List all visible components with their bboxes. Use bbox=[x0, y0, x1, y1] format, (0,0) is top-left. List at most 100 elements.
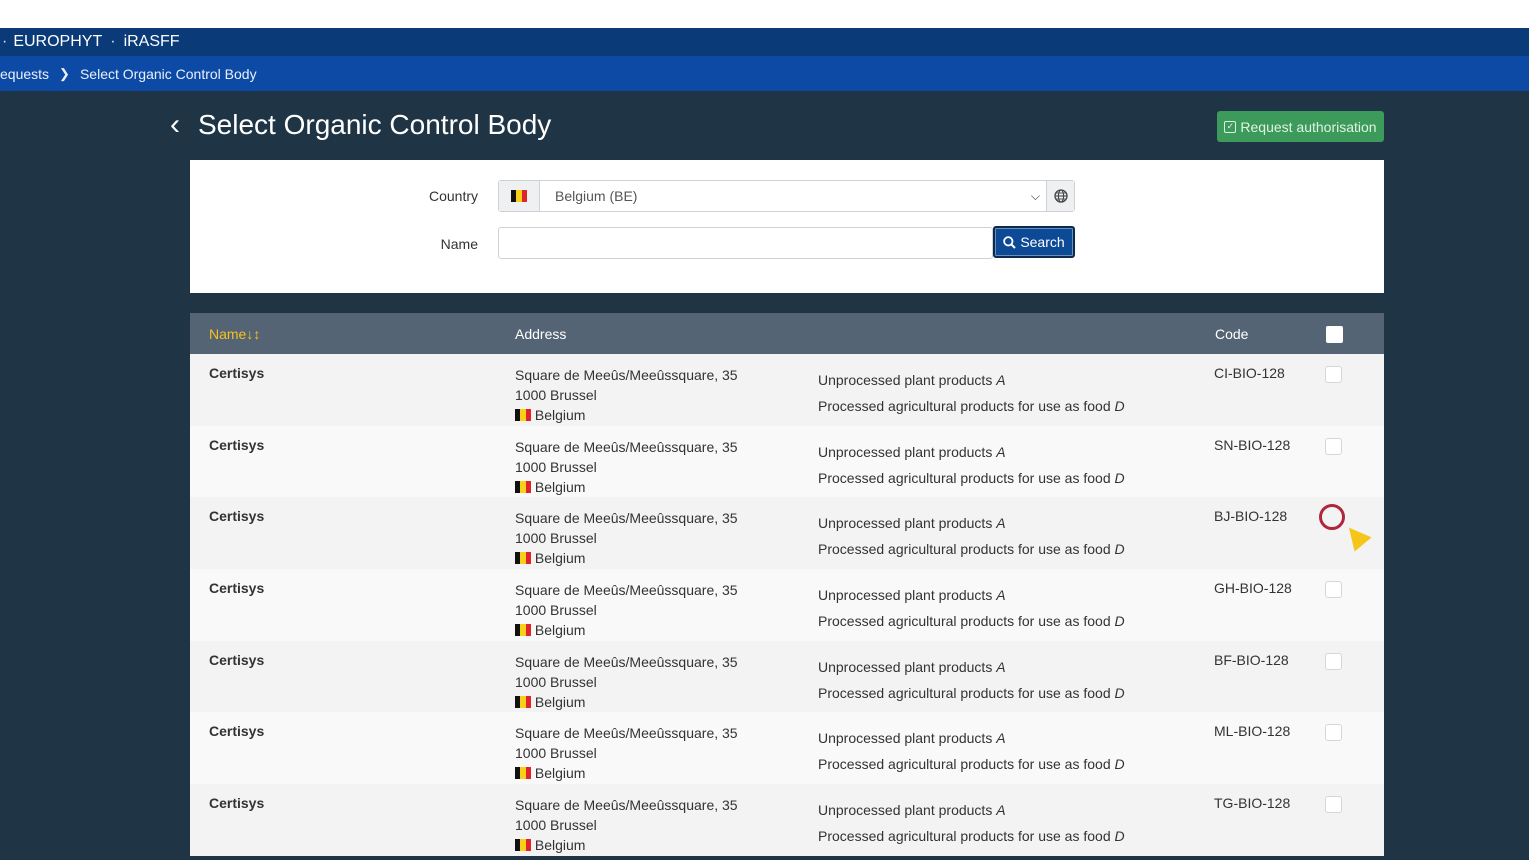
table-row[interactable]: Certisys Square de Meeûs/Meeûssquare, 35… bbox=[190, 569, 1384, 641]
product-categories: Unprocessed plant products A Processed a… bbox=[818, 510, 1125, 562]
category-letter: D bbox=[1114, 398, 1125, 414]
belgium-flag-icon bbox=[515, 767, 531, 780]
row-checkbox[interactable] bbox=[1325, 652, 1342, 670]
chevron-down-icon: ⌵ bbox=[1030, 189, 1040, 203]
belgium-flag-icon bbox=[515, 839, 531, 852]
body-code: BJ-BIO-128 bbox=[1214, 508, 1288, 525]
product-categories: Unprocessed plant products A Processed a… bbox=[818, 725, 1125, 777]
name-column-header[interactable]: Name↓↕ bbox=[209, 326, 261, 342]
address-country: Belgium bbox=[515, 835, 738, 855]
product-line: Processed agricultural products for use … bbox=[818, 541, 1125, 558]
request-authorisation-button[interactable]: ✓ Request authorisation bbox=[1217, 111, 1384, 142]
filter-panel: Country Belgium (BE) ⌵ Name Search bbox=[190, 160, 1384, 293]
table-row[interactable]: Certisys Square de Meeûs/Meeûssquare, 35… bbox=[190, 784, 1384, 856]
belgium-flag-icon bbox=[515, 695, 531, 708]
address-column-header: Address bbox=[515, 326, 567, 342]
belgium-flag-icon bbox=[515, 624, 531, 637]
category-letter: D bbox=[1114, 684, 1125, 701]
body-address: Square de Meeûs/Meeûssquare, 35 1000 Bru… bbox=[515, 580, 738, 640]
table-row[interactable]: Certisys Square de Meeûs/Meeûssquare, 35… bbox=[190, 354, 1384, 426]
address-country: Belgium bbox=[515, 763, 738, 783]
product-line: Unprocessed plant products A bbox=[818, 587, 1006, 604]
category-letter: D bbox=[1114, 828, 1125, 845]
category-letter: D bbox=[1114, 541, 1125, 558]
request-authorisation-label: Request authorisation bbox=[1240, 118, 1377, 135]
row-checkbox[interactable] bbox=[1325, 796, 1342, 814]
product-line: Unprocessed plant products A bbox=[818, 515, 1006, 532]
product-line: Processed agricultural products for use … bbox=[818, 828, 1125, 845]
address-city: 1000 Brussel bbox=[515, 602, 597, 619]
select-all-checkbox[interactable] bbox=[1326, 326, 1343, 343]
address-country: Belgium bbox=[515, 548, 738, 568]
category-letter: A bbox=[996, 372, 1006, 388]
click-indicator bbox=[1319, 504, 1345, 530]
address-city: 1000 Brussel bbox=[515, 817, 597, 834]
address-street: Square de Meeûs/Meeûssquare, 35 bbox=[515, 797, 738, 814]
table-row[interactable]: Certisys Square de Meeûs/Meeûssquare, 35… bbox=[190, 712, 1384, 785]
country-flag-addon bbox=[499, 181, 540, 211]
address-street: Square de Meeûs/Meeûssquare, 35 bbox=[515, 582, 738, 599]
globe-button[interactable] bbox=[1046, 181, 1074, 211]
name-input[interactable] bbox=[498, 227, 993, 259]
belgium-flag-icon bbox=[515, 552, 531, 565]
address-city: 1000 Brussel bbox=[515, 387, 597, 403]
breadcrumb-item-requests[interactable]: equests bbox=[0, 65, 50, 82]
table-header: Name↓↕ Address Code bbox=[190, 313, 1384, 354]
address-city: 1000 Brussel bbox=[515, 673, 597, 690]
address-country: Belgium bbox=[515, 477, 738, 497]
row-checkbox[interactable] bbox=[1325, 581, 1342, 599]
address-country: Belgium bbox=[515, 620, 738, 640]
browser-top-strip bbox=[0, 0, 1529, 28]
body-name: Certisys bbox=[209, 723, 265, 740]
sort-icon: ↓↕ bbox=[246, 326, 261, 342]
breadcrumb: equests ❯ Select Organic Control Body bbox=[0, 56, 1529, 91]
body-name: Certisys bbox=[209, 365, 265, 381]
row-checkbox[interactable] bbox=[1325, 437, 1342, 455]
row-checkbox[interactable] bbox=[1325, 724, 1342, 742]
category-letter: D bbox=[1114, 613, 1125, 630]
category-letter: A bbox=[996, 730, 1006, 747]
product-line: Processed agricultural products for use … bbox=[818, 469, 1125, 486]
address-street: Square de Meeûs/Meeûssquare, 35 bbox=[515, 653, 738, 670]
nav-link-europhyt[interactable]: EUROPHYT bbox=[13, 33, 103, 50]
search-button[interactable]: Search bbox=[993, 226, 1075, 258]
belgium-flag-icon bbox=[515, 409, 531, 421]
body-name: Certisys bbox=[209, 651, 265, 668]
body-name: Certisys bbox=[209, 508, 265, 525]
table-row[interactable]: Certisys Square de Meeûs/Meeûssquare, 35… bbox=[190, 497, 1384, 570]
nav-separator: · bbox=[110, 33, 116, 50]
belgium-flag-icon bbox=[515, 480, 531, 493]
nav-link-irasff[interactable]: iRASFF bbox=[123, 33, 180, 50]
category-letter: A bbox=[996, 515, 1006, 532]
product-line: Unprocessed plant products A bbox=[818, 443, 1006, 460]
table-row[interactable]: Certisys Square de Meeûs/Meeûssquare, 35… bbox=[190, 425, 1384, 498]
product-line: Unprocessed plant products A bbox=[818, 372, 1006, 388]
body-code: GH-BIO-128 bbox=[1214, 580, 1292, 597]
row-checkbox[interactable] bbox=[1325, 366, 1342, 383]
table-row[interactable]: Certisys Square de Meeûs/Meeûssquare, 35… bbox=[190, 640, 1384, 713]
body-code: TG-BIO-128 bbox=[1214, 795, 1291, 812]
category-letter: D bbox=[1114, 756, 1125, 773]
body-address: Square de Meeûs/Meeûssquare, 35 1000 Bru… bbox=[515, 508, 738, 568]
category-letter: A bbox=[996, 802, 1006, 819]
address-street: Square de Meeûs/Meeûssquare, 35 bbox=[515, 510, 738, 527]
table-body: Certisys Square de Meeûs/Meeûssquare, 35… bbox=[190, 354, 1384, 856]
product-categories: Unprocessed plant products A Processed a… bbox=[818, 797, 1125, 849]
search-icon bbox=[1003, 235, 1017, 249]
address-city: 1000 Brussel bbox=[515, 530, 597, 547]
category-letter: D bbox=[1114, 469, 1125, 486]
address-city: 1000 Brussel bbox=[515, 458, 597, 475]
country-label: Country bbox=[428, 188, 478, 204]
product-categories: Unprocessed plant products A Processed a… bbox=[818, 654, 1125, 706]
back-chevron-icon[interactable]: ‹ bbox=[170, 108, 180, 141]
body-name: Certisys bbox=[209, 795, 265, 812]
product-line: Unprocessed plant products A bbox=[818, 730, 1006, 747]
chevron-right-icon: ❯ bbox=[59, 65, 70, 81]
page-title: Select Organic Control Body bbox=[198, 109, 552, 140]
category-letter: A bbox=[996, 443, 1006, 460]
country-select-group: Belgium (BE) ⌵ bbox=[498, 180, 1075, 212]
body-code: CI-BIO-128 bbox=[1214, 365, 1285, 381]
country-select[interactable]: Belgium (BE) ⌵ bbox=[540, 181, 1046, 211]
check-square-icon: ✓ bbox=[1224, 120, 1237, 133]
body-code: SN-BIO-128 bbox=[1214, 436, 1291, 453]
